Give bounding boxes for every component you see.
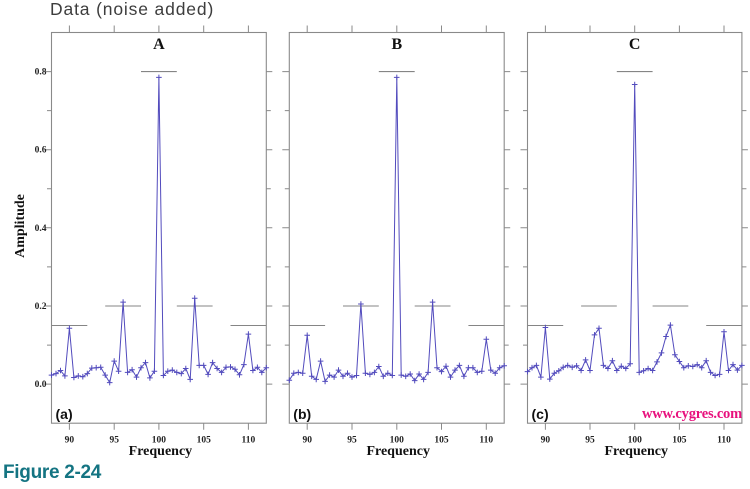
svg-text:(b): (b)	[293, 406, 311, 422]
svg-text:(a): (a)	[56, 406, 73, 422]
svg-text:0.4: 0.4	[35, 224, 47, 234]
svg-text:0.6: 0.6	[35, 146, 47, 156]
svg-text:B: B	[391, 36, 402, 53]
svg-text:95: 95	[347, 436, 357, 446]
svg-text:Amplitude: Amplitude	[13, 194, 28, 258]
svg-text:(c): (c)	[532, 406, 549, 422]
svg-text:100: 100	[152, 436, 167, 446]
svg-text:A: A	[153, 36, 165, 53]
svg-text:110: 110	[717, 436, 731, 446]
svg-text:100: 100	[628, 436, 643, 446]
svg-text:90: 90	[541, 436, 551, 446]
svg-text:100: 100	[390, 436, 405, 446]
svg-text:90: 90	[302, 436, 312, 446]
svg-text:www.cygres.com: www.cygres.com	[642, 406, 742, 422]
svg-text:0.8: 0.8	[35, 68, 47, 78]
svg-text:0.2: 0.2	[35, 302, 47, 312]
svg-text:95: 95	[585, 436, 595, 446]
svg-text:Frequency: Frequency	[604, 444, 668, 459]
svg-text:105: 105	[434, 436, 449, 446]
svg-text:C: C	[629, 36, 641, 53]
svg-text:105: 105	[197, 436, 212, 446]
svg-text:90: 90	[65, 436, 75, 446]
svg-text:0.0: 0.0	[35, 380, 47, 390]
svg-text:Frequency: Frequency	[366, 444, 430, 459]
svg-text:110: 110	[479, 436, 493, 446]
svg-text:Frequency: Frequency	[129, 444, 193, 459]
svg-text:110: 110	[242, 436, 256, 446]
svg-text:105: 105	[672, 436, 687, 446]
svg-text:95: 95	[109, 436, 119, 446]
